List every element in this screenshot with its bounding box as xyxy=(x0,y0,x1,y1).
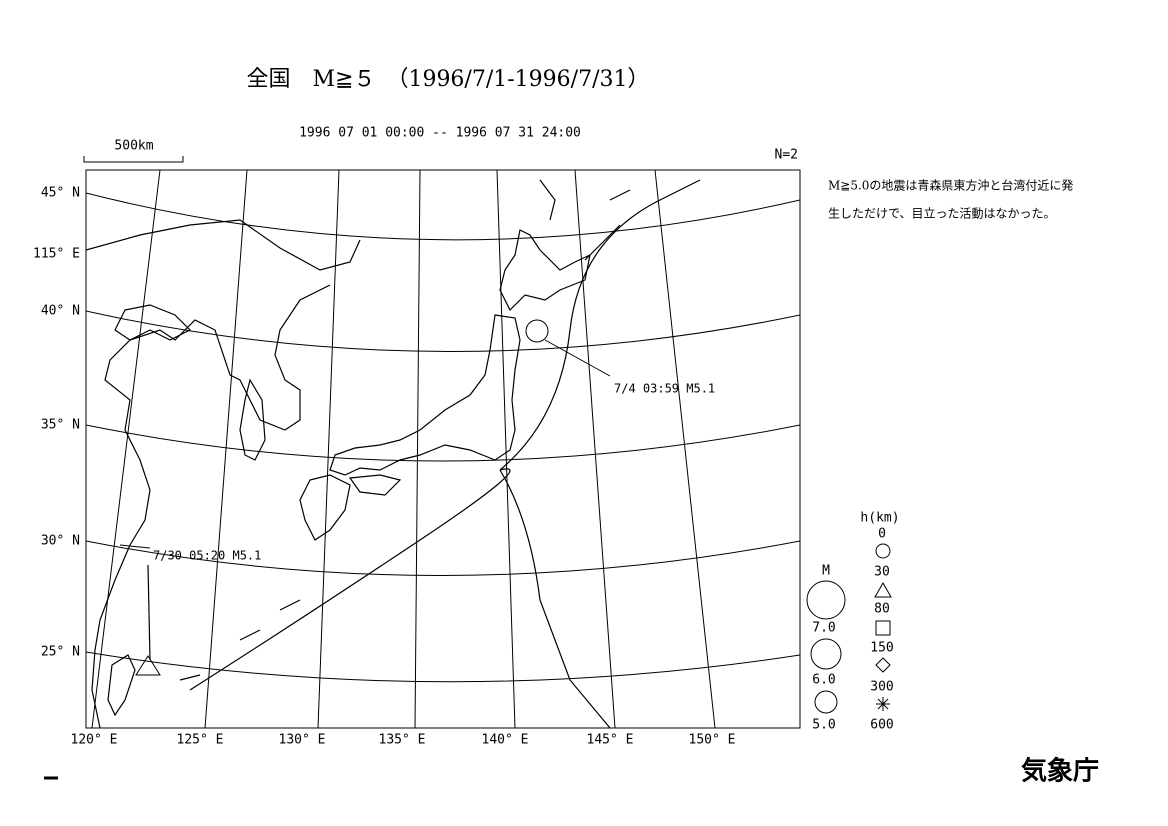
depth-label: 150 xyxy=(870,641,893,656)
leader-line xyxy=(544,339,611,377)
latitude-labels: 45° N 40° N 35° N 30° N 25° N 115° E xyxy=(33,186,80,660)
lat-label: 30° N xyxy=(41,534,80,549)
lon-label: 140° E xyxy=(482,733,529,748)
longitude-labels: 120° E 125° E 130° E 135° E 140° E 145° … xyxy=(71,733,736,748)
lat-label: 25° N xyxy=(41,645,80,660)
footer: 気象庁 xyxy=(1021,756,1099,787)
lat-label: 35° N xyxy=(41,418,80,433)
depth-label: 30 xyxy=(874,565,890,580)
magnitude-title: M xyxy=(822,564,830,579)
event-label: 7/30 05:20 M5.1 xyxy=(153,549,261,563)
event-marker xyxy=(525,319,549,343)
count: N=2 xyxy=(775,148,798,163)
legend: M 7.0 6.0 5.0 h(km) 0 30 80 150 300 600 xyxy=(806,511,900,733)
scale-bar xyxy=(83,156,184,163)
lon-label: 125° E xyxy=(177,733,224,748)
depth-label: 300 xyxy=(870,680,893,695)
event-label: 7/4 03:59 M5.1 xyxy=(614,382,715,396)
lat-label: 45° N xyxy=(41,186,80,201)
event-marker xyxy=(135,655,161,676)
depth-label: 600 xyxy=(870,718,893,733)
lon-label: 120° E xyxy=(71,733,118,748)
magnitude-label: 5.0 xyxy=(812,718,835,733)
depth-label: 0 xyxy=(878,527,886,542)
lon-label: 150° E xyxy=(689,733,736,748)
note-line: M≧5.0の地震は青森県東方沖と台湾付近に発 xyxy=(828,178,1073,193)
lon-label: 135° E xyxy=(379,733,426,748)
leader-line xyxy=(119,544,151,549)
note-line: 生しただけで、目立った活動はなかった。 xyxy=(828,207,1056,221)
lon-label: 130° E xyxy=(279,733,326,748)
scale-label: 500km xyxy=(114,139,153,154)
depth-title: h(km) xyxy=(860,511,899,526)
depth-label: 80 xyxy=(874,602,890,617)
events: 7/4 03:59 M5.1 7/30 05:20 M5.1 xyxy=(119,319,715,676)
magnitude-label: 6.0 xyxy=(812,673,835,688)
map-frame xyxy=(85,169,801,729)
lon-label: 145° E xyxy=(587,733,634,748)
period: 1996 07 01 00:00 -- 1996 07 31 24:00 xyxy=(299,126,581,141)
meridian-label: 115° E xyxy=(33,247,80,262)
lat-label: 40° N xyxy=(41,304,80,319)
title: 全国 M≧５ （1996/7/1-1996/7/31） xyxy=(246,67,649,92)
magnitude-label: 7.0 xyxy=(812,621,835,636)
